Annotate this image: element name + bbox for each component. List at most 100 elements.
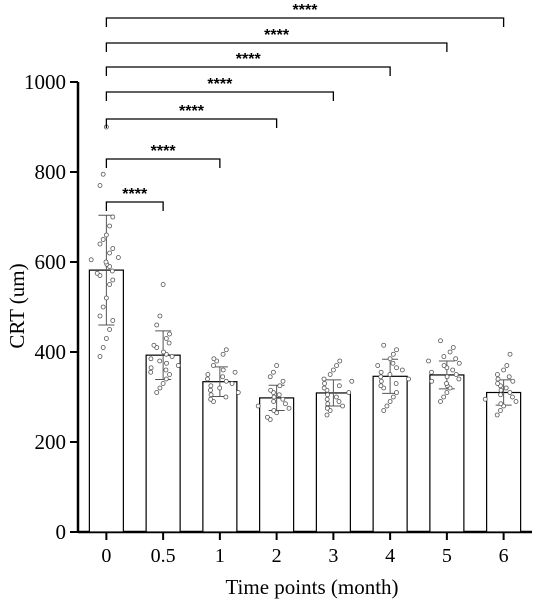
data-point	[441, 363, 447, 368]
data-point	[94, 270, 100, 276]
data-point	[103, 295, 109, 301]
data-point	[148, 365, 154, 371]
data-point	[507, 351, 513, 357]
data-point	[110, 214, 116, 220]
data-point	[157, 313, 163, 319]
data-point	[160, 381, 166, 386]
data-point	[330, 367, 336, 373]
data-point	[456, 360, 462, 366]
y-tick-label: 200	[35, 430, 67, 454]
data-point	[255, 403, 261, 409]
data-point	[280, 378, 286, 384]
bar	[202, 381, 238, 533]
data-point	[271, 369, 276, 375]
data-point	[148, 369, 154, 375]
data-point	[429, 378, 435, 384]
data-point	[444, 381, 449, 386]
data-point	[387, 356, 393, 362]
data-point	[333, 394, 339, 400]
data-point	[321, 376, 327, 382]
data-point	[268, 387, 274, 393]
significance-bracket	[105, 91, 335, 101]
data-point	[166, 340, 172, 346]
significance-label: ****	[179, 103, 205, 120]
data-point	[220, 367, 226, 373]
data-point	[277, 383, 283, 389]
data-point	[109, 268, 115, 274]
data-point	[286, 405, 292, 411]
data-point	[97, 354, 103, 359]
data-point	[100, 345, 106, 350]
significance-label: ****	[236, 51, 262, 68]
x-tick-label: 2	[272, 545, 282, 567]
data-point	[205, 372, 211, 377]
significance-bracket	[105, 42, 448, 52]
data-point	[438, 338, 443, 344]
data-point	[157, 358, 163, 364]
data-point	[482, 396, 488, 402]
data-point	[167, 331, 172, 337]
data-point	[506, 374, 512, 380]
data-point	[97, 313, 103, 319]
data-point	[387, 399, 393, 404]
data-point	[103, 336, 109, 341]
x-tick-label: 1	[215, 545, 225, 567]
data-point	[510, 394, 515, 400]
data-point	[232, 369, 238, 375]
data-point	[223, 394, 229, 400]
y-tick-label: 1000	[24, 70, 66, 94]
axes: 0 200 400 600 800 1000 0 0.5 1 2 3 4 5 6	[24, 70, 532, 567]
data-point	[334, 363, 339, 368]
data-point	[151, 342, 157, 348]
significance-bracket	[105, 66, 391, 76]
data-point	[154, 390, 160, 395]
significance-bracket	[105, 158, 221, 168]
data-point	[453, 356, 459, 362]
data-point	[276, 392, 282, 398]
data-point	[495, 372, 500, 377]
data-point	[346, 390, 352, 395]
x-tick-label: 3	[328, 545, 338, 567]
significance-brackets: ****************************	[105, 2, 505, 211]
significance-label: ****	[207, 76, 233, 93]
data-point	[384, 403, 390, 409]
significance-label: ****	[151, 143, 177, 160]
data-point	[336, 383, 342, 389]
data-point	[163, 376, 169, 382]
data-point	[163, 367, 169, 373]
data-point	[510, 378, 516, 384]
data-point	[164, 360, 169, 366]
y-axis-label: CRT (um)	[5, 263, 29, 348]
data-point	[97, 241, 103, 247]
data-point	[426, 358, 431, 364]
data-point	[349, 378, 355, 384]
data-point	[110, 277, 116, 283]
data-point	[148, 356, 154, 362]
data-point	[450, 345, 456, 350]
data-point	[208, 387, 213, 393]
data-point	[498, 392, 504, 398]
data-point	[340, 403, 345, 409]
data-point	[324, 405, 330, 411]
data-point	[107, 327, 112, 332]
data-point	[169, 354, 175, 359]
x-tick-label: 0.5	[151, 545, 176, 567]
data-point	[175, 363, 181, 368]
data-point	[337, 358, 343, 364]
data-point	[390, 351, 396, 357]
data-point	[100, 304, 106, 310]
data-points-group	[88, 124, 519, 422]
bars-group	[88, 269, 522, 533]
data-point	[456, 376, 462, 382]
data-point	[208, 392, 214, 398]
data-point	[103, 232, 109, 238]
significance-bracket	[105, 201, 164, 211]
data-point	[393, 381, 399, 386]
data-point	[441, 394, 447, 400]
data-point	[399, 367, 405, 373]
data-point	[107, 282, 112, 287]
y-tick-label: 800	[35, 160, 67, 184]
data-point	[444, 390, 450, 395]
significance-label: ****	[122, 186, 148, 203]
